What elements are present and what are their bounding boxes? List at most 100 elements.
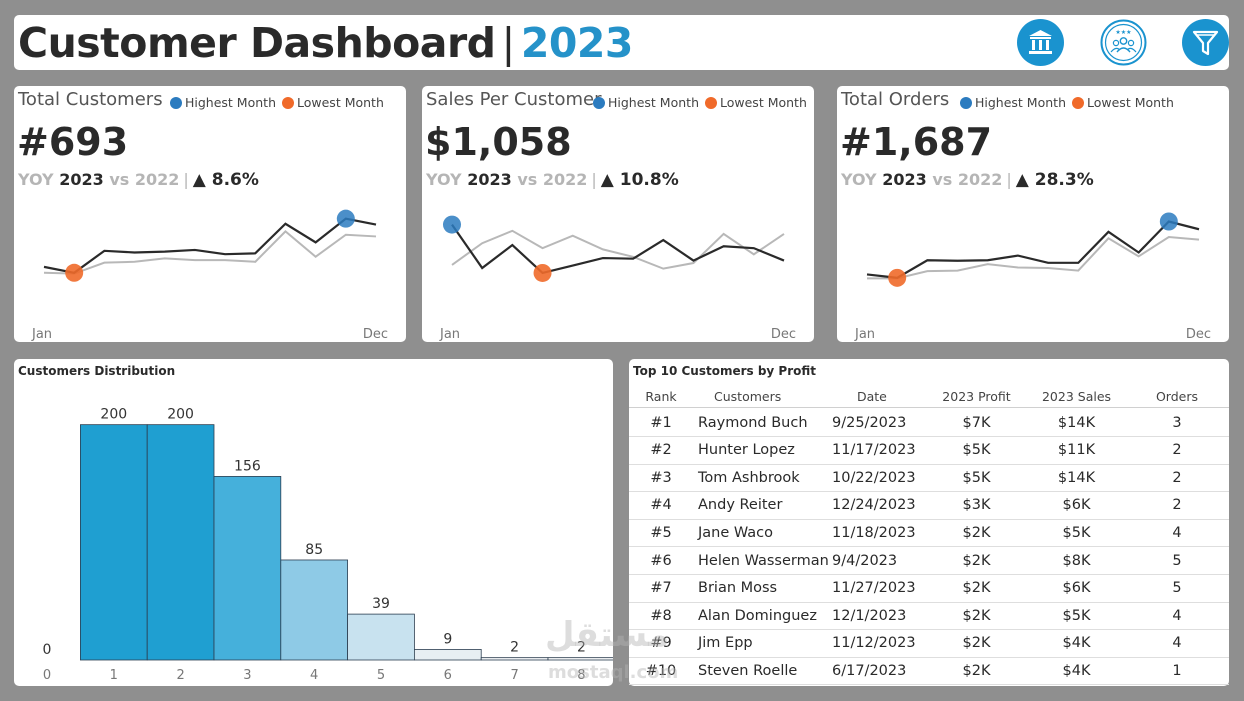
cell-date: 10/22/2023 — [832, 469, 916, 486]
table-row[interactable]: #7 Brian Moss 11/27/2023 $2K $6K 5 — [629, 575, 1229, 603]
cell-orders: 3 — [1172, 414, 1182, 431]
cell-profit: $7K — [962, 414, 991, 431]
cell-rank: #5 — [650, 524, 672, 541]
x-label-start: Jan — [854, 327, 875, 342]
lowest-month-point[interactable] — [888, 268, 907, 287]
series-line-2023 — [866, 220, 1200, 279]
bank-icon[interactable] — [1017, 19, 1064, 66]
table-row[interactable]: #10 Steven Roelle 6/17/2023 $2K $4K 1 — [629, 657, 1229, 686]
legend-lowest: Lowest Month — [1087, 95, 1174, 110]
cell-profit: $2K — [962, 662, 991, 679]
bar-6[interactable] — [413, 649, 482, 661]
table-row[interactable]: #2 Hunter Lopez 11/17/2023 $5K $11K 2 — [629, 437, 1229, 465]
header-bar: Customer Dashboard | 2023 ★★★ — [14, 15, 1229, 70]
x-tick-label: 4 — [310, 668, 318, 683]
kpi-yoy: YOY 2023 vs 2022 | ▲ 28.3% — [841, 170, 1094, 190]
column-header-customers[interactable]: Customers — [714, 389, 782, 404]
panel-title: Top 10 Customers by Profit — [633, 364, 817, 378]
kpi-value: $1,058 — [425, 120, 572, 164]
title-text: Customer Dashboard — [18, 19, 496, 67]
yoy-separator: | — [591, 170, 597, 189]
cell-orders: 2 — [1172, 469, 1182, 486]
column-header-date[interactable]: Date — [857, 389, 887, 404]
bar-3[interactable] — [213, 476, 282, 661]
bar-value-label: 39 — [372, 596, 390, 612]
bar-7[interactable] — [480, 657, 549, 661]
cell-date: 11/27/2023 — [832, 580, 916, 597]
yoy-vs: vs 2022 — [932, 170, 1003, 189]
table-row[interactable]: #8 Alan Dominguez 12/1/2023 $2K $5K 4 — [629, 602, 1229, 631]
table-row[interactable]: #6 Helen Wasserman 9/4/2023 $2K $8K 5 — [629, 547, 1229, 575]
table-row[interactable]: #9 Jim Epp 11/12/2023 $2K $4K 4 — [629, 630, 1229, 658]
column-header-orders[interactable]: Orders — [1155, 389, 1199, 404]
cell-sales: $5K — [1062, 607, 1091, 624]
x-label-start: Jan — [31, 327, 52, 342]
cell-sales: $6K — [1062, 497, 1091, 514]
watermark-logo: مستقل — [545, 615, 670, 655]
cell-customer: Tom Ashbrook — [698, 469, 800, 486]
highest-month-point[interactable] — [443, 215, 461, 234]
cell-customer: Raymond Buch — [698, 414, 808, 431]
cell-profit: $2K — [962, 552, 991, 569]
bar-value-label: 156 — [234, 458, 261, 474]
yoy-change: ▲ 28.3% — [1015, 170, 1094, 190]
column-header-profit[interactable]: 2023 Profit — [942, 389, 1011, 404]
cell-rank: #1 — [650, 414, 672, 431]
cell-rank: #8 — [650, 607, 672, 624]
bar-value-label: 200 — [167, 407, 194, 423]
legend-lowest: Lowest Month — [720, 95, 807, 110]
bar-2[interactable] — [146, 424, 215, 661]
cell-orders: 2 — [1172, 442, 1182, 459]
series-line-2022 — [451, 229, 785, 270]
highest-dot-icon — [170, 96, 182, 109]
bar-value-label: 0 — [43, 642, 52, 658]
customers-icon[interactable]: ★★★ — [1100, 19, 1147, 66]
bar-1[interactable] — [80, 424, 148, 661]
column-header-rank[interactable]: Rank — [645, 389, 677, 404]
cell-sales: $6K — [1062, 580, 1091, 597]
cell-orders: 4 — [1172, 524, 1182, 541]
distribution-bar-chart: 0 0 200 1 200 2 156 3 85 4 39 5 9 6 2 7 2 8 — [43, 407, 613, 683]
lowest-month-point[interactable] — [65, 263, 84, 282]
page-title: Customer Dashboard | 2023 — [18, 19, 633, 67]
yoy-separator: | — [183, 170, 189, 189]
yoy-prefix: YOY — [18, 170, 54, 189]
cell-profit: $2K — [962, 635, 991, 652]
table-row[interactable]: #5 Jane Waco 11/18/2023 $2K $5K 4 — [629, 519, 1229, 548]
cell-customer: Helen Wasserman — [698, 552, 829, 569]
yoy-prefix: YOY — [841, 170, 877, 189]
cell-customer: Jim Epp — [698, 635, 753, 652]
highest-month-point[interactable] — [336, 209, 355, 228]
cell-orders: 1 — [1172, 662, 1182, 679]
table-row[interactable]: #1 Raymond Buch 9/25/2023 $7K $14K 3 — [629, 409, 1229, 437]
sparkline-chart: Jan Dec — [31, 209, 388, 342]
sparkline-chart: Jan Dec — [854, 212, 1211, 342]
bar-4[interactable] — [280, 559, 348, 661]
filter-icon[interactable] — [1182, 19, 1229, 66]
cell-orders: 2 — [1172, 497, 1182, 514]
x-tick-label: 3 — [243, 668, 251, 683]
bar-8[interactable] — [547, 657, 613, 661]
customers-distribution-panel: Customers Distribution 0 0 200 1 200 2 156 3 85 4… — [14, 359, 613, 686]
column-header-sales[interactable]: 2023 Sales — [1041, 389, 1112, 404]
table-row[interactable]: #3 Tom Ashbrook 10/22/2023 $5K $14K 2 — [629, 464, 1229, 493]
cell-date: 11/17/2023 — [832, 442, 916, 459]
cell-date: 12/24/2023 — [832, 497, 916, 514]
lowest-dot-icon — [282, 96, 294, 109]
x-label-end: Dec — [1186, 327, 1211, 342]
x-tick-label: 2 — [176, 668, 184, 683]
cell-date: 6/17/2023 — [832, 662, 907, 679]
cell-orders: 4 — [1172, 635, 1182, 652]
cell-profit: $2K — [962, 524, 991, 541]
kpi-legend: Highest Month Lowest Month — [593, 95, 813, 110]
cell-rank: #7 — [650, 580, 672, 597]
highest-month-point[interactable] — [1159, 212, 1178, 231]
lowest-month-point[interactable] — [533, 263, 552, 282]
bar-5[interactable] — [347, 613, 415, 661]
kpi-card-total-customers: Total Customers Highest Month Lowest Mon… — [14, 86, 406, 342]
bar-value-label: 200 — [100, 407, 127, 423]
cell-profit: $5K — [962, 442, 991, 459]
cell-rank: #3 — [650, 469, 672, 486]
table-row[interactable]: #4 Andy Reiter 12/24/2023 $3K $6K 2 — [629, 492, 1229, 520]
kpi-value: #1,687 — [840, 120, 993, 164]
